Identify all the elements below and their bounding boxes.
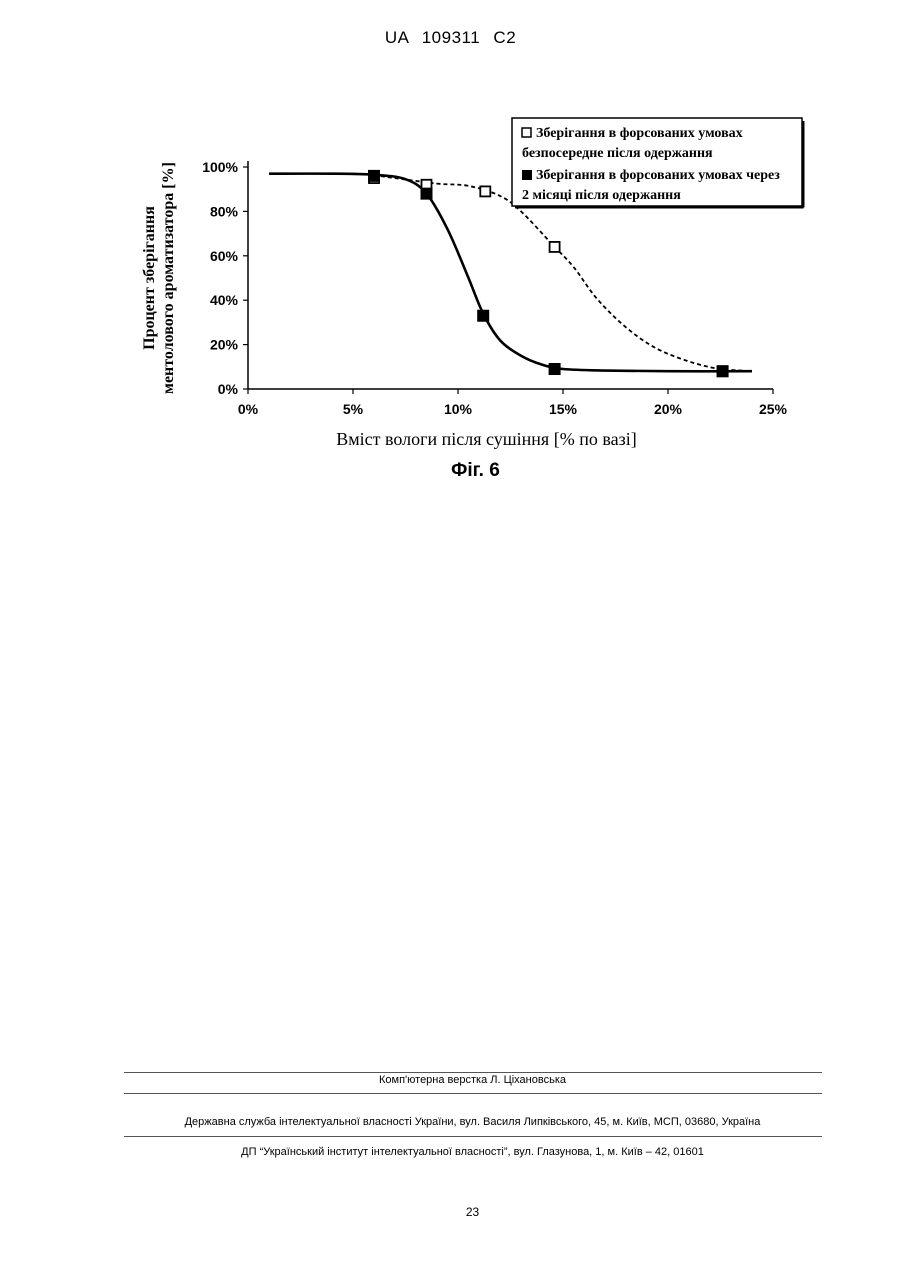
x-tick-label: 10% — [444, 401, 473, 417]
series-1-point — [550, 242, 560, 252]
figure-caption: Фіг. 6 — [0, 460, 901, 482]
y-tick-label: 0% — [218, 381, 239, 397]
series-2-point — [421, 188, 433, 200]
x-tick-label: 25% — [759, 401, 788, 417]
x-tick-label: 5% — [343, 401, 364, 417]
y-tick-label: 80% — [210, 203, 239, 219]
legend-entry-2-text: 2 місяці після одержання — [522, 188, 681, 203]
legend-entry-1-text: Зберігання в форсованих умовах — [536, 126, 743, 141]
x-tick-label: 20% — [654, 401, 683, 417]
x-tick-label: 15% — [549, 401, 578, 417]
legend-marker-filled-square — [522, 170, 532, 180]
y-tick-label: 40% — [210, 292, 239, 308]
footer-agency-address: Державна служба інтелектуальної власност… — [0, 1116, 901, 1128]
moisture-retention-chart: 0% 20% 40% 60% 80% 100% 0% 5% 10% 15% 20% 25% Вміст … — [130, 110, 830, 460]
y-tick-label: 20% — [210, 337, 239, 353]
y-axis-title-line: ментолового ароматизатора [%] — [160, 162, 177, 394]
chart-legend: Зберігання в форсованих умовах безпосеред… — [512, 118, 804, 208]
series-2-point — [549, 363, 561, 375]
page-number: 23 — [0, 1205, 901, 1219]
series-2-point — [368, 170, 380, 182]
footer-divider — [124, 1093, 822, 1094]
legend-entry-1-text: безпосередне після одержання — [522, 146, 713, 161]
y-tick-label: 60% — [210, 248, 239, 264]
footer-institute-address: ДП “Український інститут інтелектуальної… — [0, 1146, 901, 1158]
series-2-point — [477, 310, 489, 322]
y-axis-title: Процент зберіганняментолового ароматизат… — [141, 162, 177, 394]
y-tick-label: 100% — [202, 159, 238, 175]
footer-divider — [124, 1072, 822, 1073]
x-tick-label: 0% — [238, 401, 259, 417]
patent-number: UA 109311 C2 — [0, 28, 901, 48]
footer-divider — [124, 1136, 822, 1137]
legend-entry-2-text: Зберігання в форсованих умовах через — [536, 168, 780, 183]
x-axis-title: Вміст вологи після сушіння [% по вазі] — [336, 429, 636, 449]
y-axis-title-line: Процент зберігання — [141, 206, 158, 350]
series-1-point — [480, 186, 490, 196]
footer-layout-credit: Комп'ютерна верстка Л. Ціхановська — [0, 1074, 901, 1086]
series-2-point — [717, 365, 729, 377]
legend-marker-hollow-square — [522, 128, 531, 137]
